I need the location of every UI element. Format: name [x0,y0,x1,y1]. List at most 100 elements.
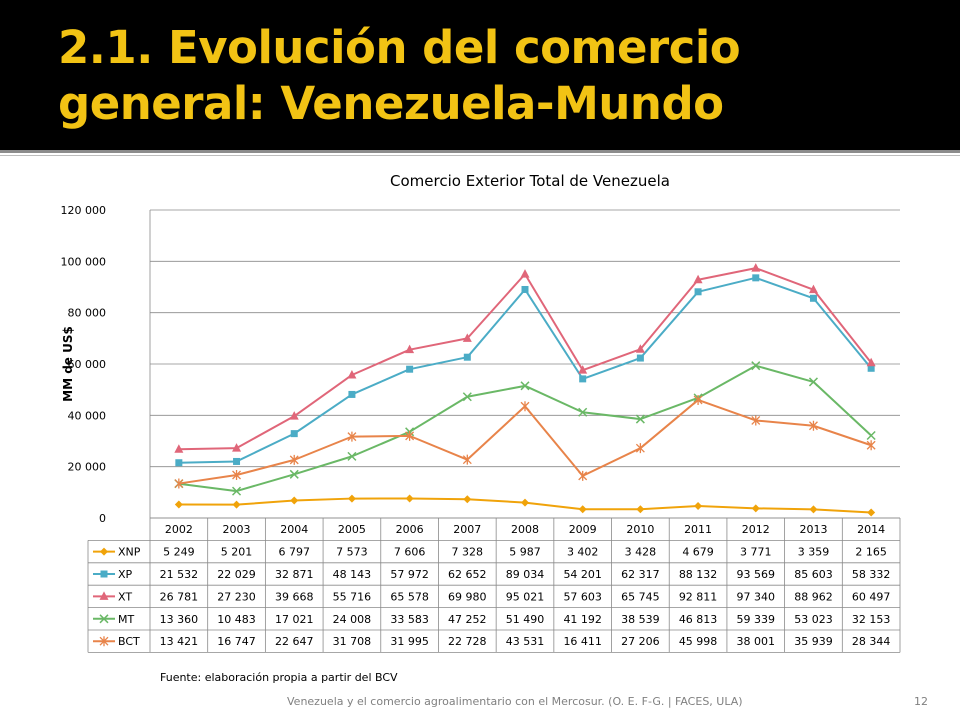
data-label: 26 781 [160,590,199,603]
data-point-xnp [290,496,299,505]
data-point-mt [635,414,645,424]
data-label: 53 023 [794,613,833,626]
data-label: 93 569 [737,568,776,581]
data-point-mt [232,486,242,496]
title-rule-thin [0,155,960,156]
data-label: 62 652 [448,568,487,581]
data-label: 21 532 [160,568,199,581]
data-label: 17 021 [275,613,314,626]
data-label: 31 708 [333,635,372,648]
data-point-xnp [174,500,183,509]
data-point-xnp [867,508,876,517]
data-point-xp [348,390,356,398]
data-label: 39 668 [275,590,314,603]
data-label: 16 411 [563,635,602,648]
y-tick-label: 120 000 [61,204,107,217]
data-label: 3 428 [625,546,657,559]
data-label: 89 034 [506,568,545,581]
line-chart: Comercio Exterior Total de Venezuela 0 20 … [61,172,901,653]
legend-marker-xt [99,591,109,600]
data-point-xnp [463,495,472,504]
data-label: 69 980 [448,590,487,603]
data-point-bct [520,401,530,412]
data-label: 38 539 [621,613,660,626]
x-tick-label: 2008 [511,523,539,536]
data-label: 60 497 [852,590,891,603]
data-point-xp [579,375,587,383]
data-point-xnp [521,498,529,507]
data-point-bct [405,430,415,441]
data-point-bct [174,478,184,489]
data-point-xp [636,354,644,362]
data-label: 48 143 [333,568,372,581]
x-tick-label: 2013 [799,523,827,536]
data-label: 45 998 [679,635,718,648]
y-axis-label: MM de US$ [61,326,75,402]
x-tick-label: 2005 [338,523,366,536]
data-point-bct [232,470,241,481]
data-label: 27 230 [217,590,256,603]
data-label: 65 578 [390,590,429,603]
data-label: 88 962 [794,590,833,603]
data-point-mt [751,361,761,371]
data-label: 13 421 [160,635,199,648]
data-label: 55 716 [333,590,372,603]
data-point-bct [866,440,876,451]
data-label: 88 132 [679,568,718,581]
title-bar: 2.1. Evolución del comercio general: Ven… [0,0,960,150]
data-point-mt [520,381,530,391]
y-tick-label: 0 [99,512,106,525]
data-label: 97 340 [737,590,776,603]
data-point-mt [808,377,818,387]
data-point-bct [462,454,472,465]
data-point-xt [289,411,299,420]
data-label: 13 360 [160,613,199,626]
data-label: 32 871 [275,568,314,581]
data-label: 54 201 [563,568,602,581]
data-point-xnp [809,505,818,514]
source-note: Fuente: elaboración propia a partir del … [160,671,398,684]
series-line-mt [178,364,872,493]
data-point-xnp [232,500,241,509]
data-point-mt [347,451,357,461]
data-point-xt [866,357,876,367]
data-point-xp [809,294,817,302]
data-label: 59 339 [737,613,776,626]
legend-marker-xnp [100,547,108,556]
data-point-mt [462,392,472,402]
data-point-xt [347,369,357,379]
data-point-xnp [751,504,760,513]
legend-label-bct: BCT [118,635,140,648]
y-tick-label: 40 000 [68,409,107,422]
data-label: 31 995 [390,635,429,648]
data-point-mt [866,430,876,441]
data-point-xnp [694,501,703,510]
data-point-xp [752,274,760,282]
data-label: 22 029 [217,568,256,581]
data-label: 22 647 [275,635,314,648]
data-point-xt [578,365,588,374]
x-tick-label: 2007 [453,523,481,536]
y-tick-label: 20 000 [68,461,107,474]
slide-title: 2.1. Evolución del comercio general: Ven… [58,21,741,130]
data-point-bct [578,470,588,481]
data-label: 51 490 [506,613,545,626]
data-label: 65 745 [621,590,660,603]
data-point-xp [290,430,298,438]
data-label: 46 813 [679,613,718,626]
data-point-bct [751,415,761,426]
x-tick-label: 2009 [569,523,597,536]
data-label: 24 008 [333,613,372,626]
y-tick-label: 80 000 [68,307,107,320]
data-point-xp [867,364,875,372]
x-tick-label: 2004 [280,523,308,536]
x-tick-label: 2014 [857,523,885,536]
data-label: 43 531 [506,635,545,648]
data-label: 33 583 [390,613,429,626]
data-point-mt [578,407,588,417]
legend-label-xnp: XNP [118,546,141,559]
data-label: 57 972 [390,568,429,581]
data-label: 47 252 [448,613,487,626]
data-point-xt [808,284,818,294]
legend-label-mt: MT [118,613,134,626]
